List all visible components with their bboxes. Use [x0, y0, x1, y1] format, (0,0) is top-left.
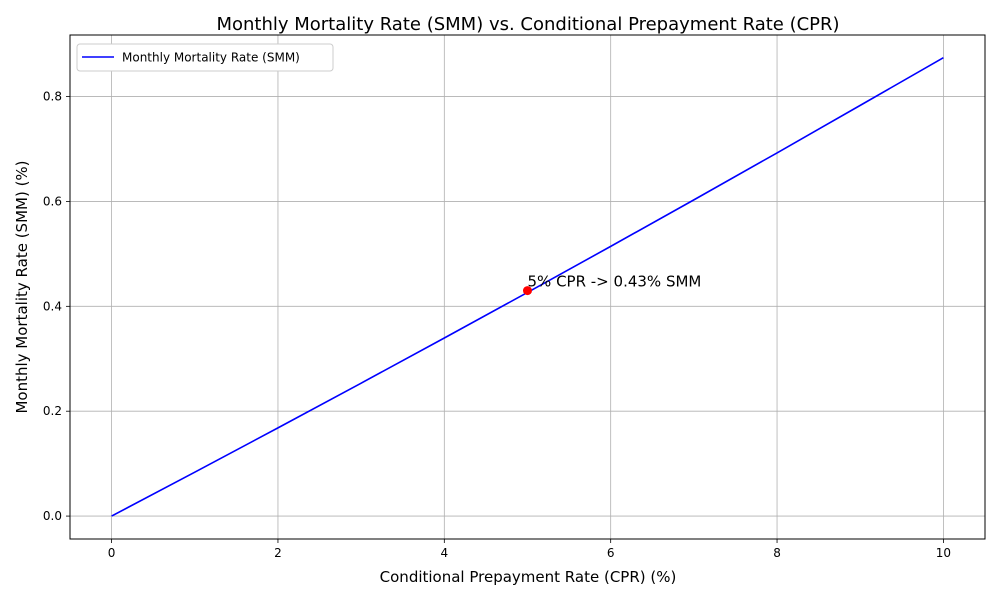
legend-label: Monthly Mortality Rate (SMM)	[122, 51, 300, 65]
annotation-label: 5% CPR -> 0.43% SMM	[528, 273, 702, 291]
x-axis: 0 2 4 6 8 10	[108, 539, 951, 560]
legend-box	[76, 43, 334, 72]
x-tick-label: 8	[773, 546, 781, 560]
x-axis-label: Conditional Prepayment Rate (CPR) (%)	[380, 568, 677, 586]
x-tick-label: 4	[440, 546, 448, 560]
y-axis: 0.0 0.2 0.4 0.6 0.8	[43, 90, 70, 523]
axes-frame	[69, 34, 986, 540]
y-tick-label: 0.6	[43, 194, 62, 208]
chart-title: Monthly Mortality Rate (SMM) vs. Conditi…	[216, 14, 839, 35]
x-tick-label: 10	[936, 546, 951, 560]
y-axis-label: Monthly Mortality Rate (SMM) (%)	[13, 160, 31, 413]
y-tick-label: 0.0	[43, 509, 62, 523]
x-tick-label: 0	[108, 546, 116, 560]
plot-area	[111, 56, 944, 517]
x-tick-label: 6	[607, 546, 615, 560]
x-tick-label: 2	[274, 546, 282, 560]
y-tick-label: 0.8	[43, 90, 62, 104]
y-tick-label: 0.2	[43, 404, 62, 418]
highlight-point	[523, 286, 532, 296]
legend: Monthly Mortality Rate (SMM)	[76, 43, 334, 72]
grid	[70, 35, 985, 539]
y-tick-label: 0.4	[43, 299, 62, 313]
